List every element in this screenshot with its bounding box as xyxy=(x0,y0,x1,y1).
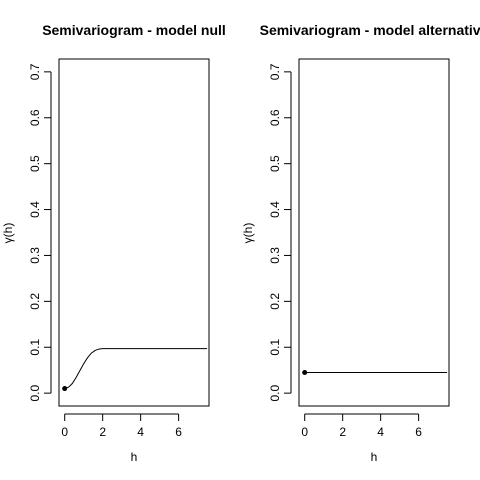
data-marks xyxy=(302,369,448,375)
y-tick-label: 0.3 xyxy=(28,247,42,264)
x-tick-label: 2 xyxy=(339,425,346,439)
chart-title: Semivariogram - model alternative xyxy=(260,22,480,38)
plot-frame xyxy=(298,58,450,407)
x-tick-label: 4 xyxy=(137,425,144,439)
x-tick-label: 6 xyxy=(415,425,422,439)
y-tick-label: 0.3 xyxy=(268,247,282,264)
x-tick-label: 0 xyxy=(301,425,308,439)
x-tick-label: 6 xyxy=(175,425,182,439)
y-tick-label: 0.7 xyxy=(268,63,282,80)
y-tick-label: 0.6 xyxy=(28,109,42,126)
y-tick-label: 0.2 xyxy=(268,293,282,310)
y-tick-label: 0.0 xyxy=(28,384,42,401)
y-tick-label: 0.6 xyxy=(268,109,282,126)
y-tick-label: 0.5 xyxy=(28,155,42,172)
chart-panel-null: Semivariogram - model null h γ(h) 0 2 4 6 0.… xyxy=(1,22,226,464)
x-tick-label: 4 xyxy=(377,425,384,439)
y-tick-label: 0.2 xyxy=(28,293,42,310)
empirical-point xyxy=(62,386,68,392)
chart-title: Semivariogram - model null xyxy=(42,22,226,38)
y-tick-label: 0.5 xyxy=(268,155,282,172)
data-marks xyxy=(62,348,208,392)
semivariogram-curve xyxy=(64,348,208,390)
plot-frame xyxy=(58,58,210,407)
y-axis-label: γ(h) xyxy=(241,223,255,244)
y-tick-label: 0.0 xyxy=(268,384,282,401)
y-tick-label: 0.4 xyxy=(28,201,42,218)
axis-ticks: 0 2 4 6 0.0 0.1 0.2 0.3 0.4 0.5 0.6 0.7 xyxy=(28,63,182,439)
y-axis-label: γ(h) xyxy=(1,223,15,244)
x-tick-label: 0 xyxy=(61,425,68,439)
y-tick-label: 0.7 xyxy=(28,63,42,80)
y-tick-label: 0.4 xyxy=(268,201,282,218)
y-tick-label: 0.1 xyxy=(268,339,282,356)
x-axis-label: h xyxy=(131,450,138,464)
chart-panel-alternative: Semivariogram - model alternative h γ(h)… xyxy=(241,22,480,464)
x-axis-label: h xyxy=(371,450,378,464)
x-tick-label: 2 xyxy=(99,425,106,439)
empirical-point xyxy=(302,369,308,375)
axis-ticks: 0 2 4 6 0.0 0.1 0.2 0.3 0.4 0.5 0.6 0.7 xyxy=(268,63,422,439)
y-tick-label: 0.1 xyxy=(28,339,42,356)
